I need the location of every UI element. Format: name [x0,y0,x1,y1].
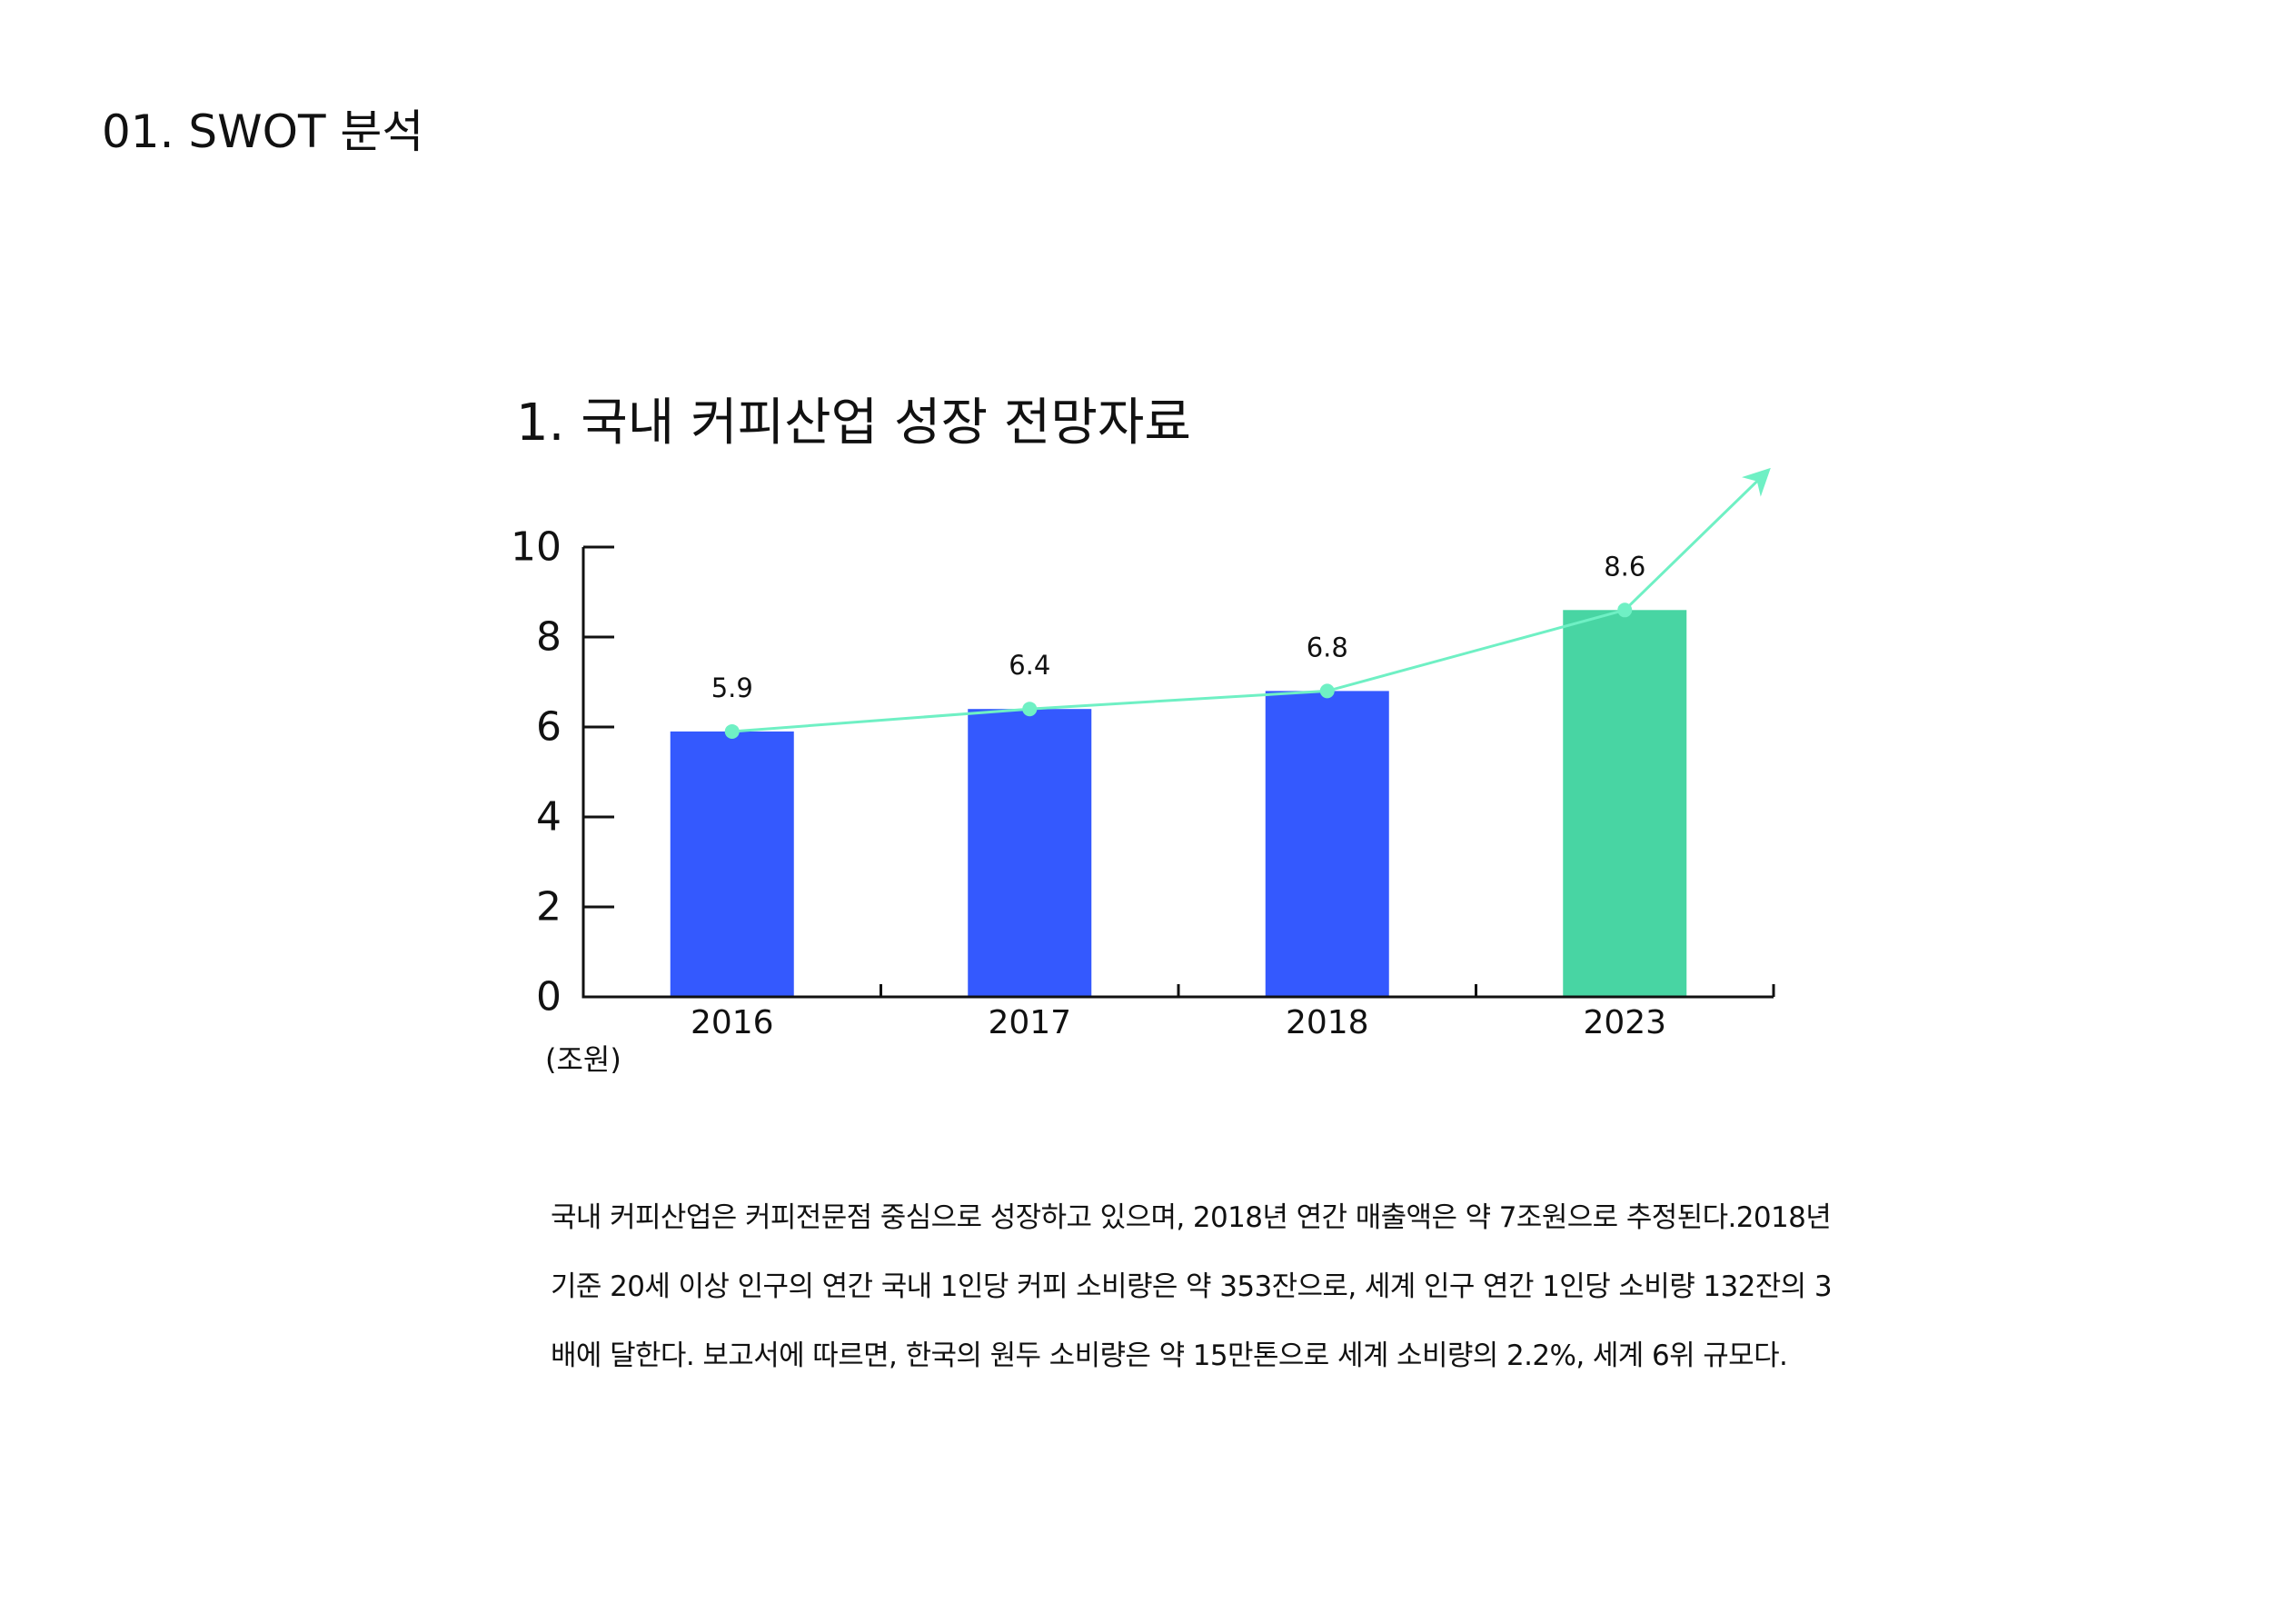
y-tick-label: 4 [536,794,562,841]
data-label: 6.4 [1009,650,1050,681]
bar [968,709,1092,996]
x-category-label: 2017 [988,1004,1071,1041]
chart-title: 1. 국내 커피산업 성장 전망자료 [516,393,1191,453]
description-line: 국내 커피산업은 커피전문점 중심으로 성장하고 있으며, 2018년 연간 매… [551,1201,1832,1234]
x-category-label: 2016 [691,1004,774,1041]
page-title: 01. SWOT 분석 [102,105,424,158]
trend-point [1319,683,1335,699]
data-label: 6.8 [1307,632,1348,662]
y-tick-label: 10 [511,524,562,571]
x-category-label: 2018 [1286,1004,1369,1041]
description-line: 기준 20세 이상 인구의 연간 국내 1인당 커피 소비량은 약 353잔으로… [551,1270,1833,1303]
description-line: 배에 달한다. 보고서에 따르면, 한국의 원두 소비량은 약 15만톤으로 세… [551,1339,1788,1372]
bar [670,731,794,996]
data-label: 8.6 [1604,551,1645,582]
y-tick-label: 0 [536,974,562,1021]
bar [1265,691,1389,996]
trend-point [724,723,740,739]
trend-arrow [1624,467,1771,612]
data-label: 5.9 [711,672,753,703]
unit-label: (조원) [545,1042,621,1077]
trend-line [731,608,1625,733]
y-tick-label: 2 [536,884,562,931]
y-tick-label: 8 [536,614,562,661]
trend-point [1022,702,1038,717]
y-tick-label: 6 [536,704,562,751]
x-category-label: 2023 [1583,1004,1666,1041]
description-paragraph: 국내 커피산업은 커피전문점 중심으로 성장하고 있으며, 2018년 연간 매… [551,1183,1833,1390]
bar [1563,610,1687,996]
